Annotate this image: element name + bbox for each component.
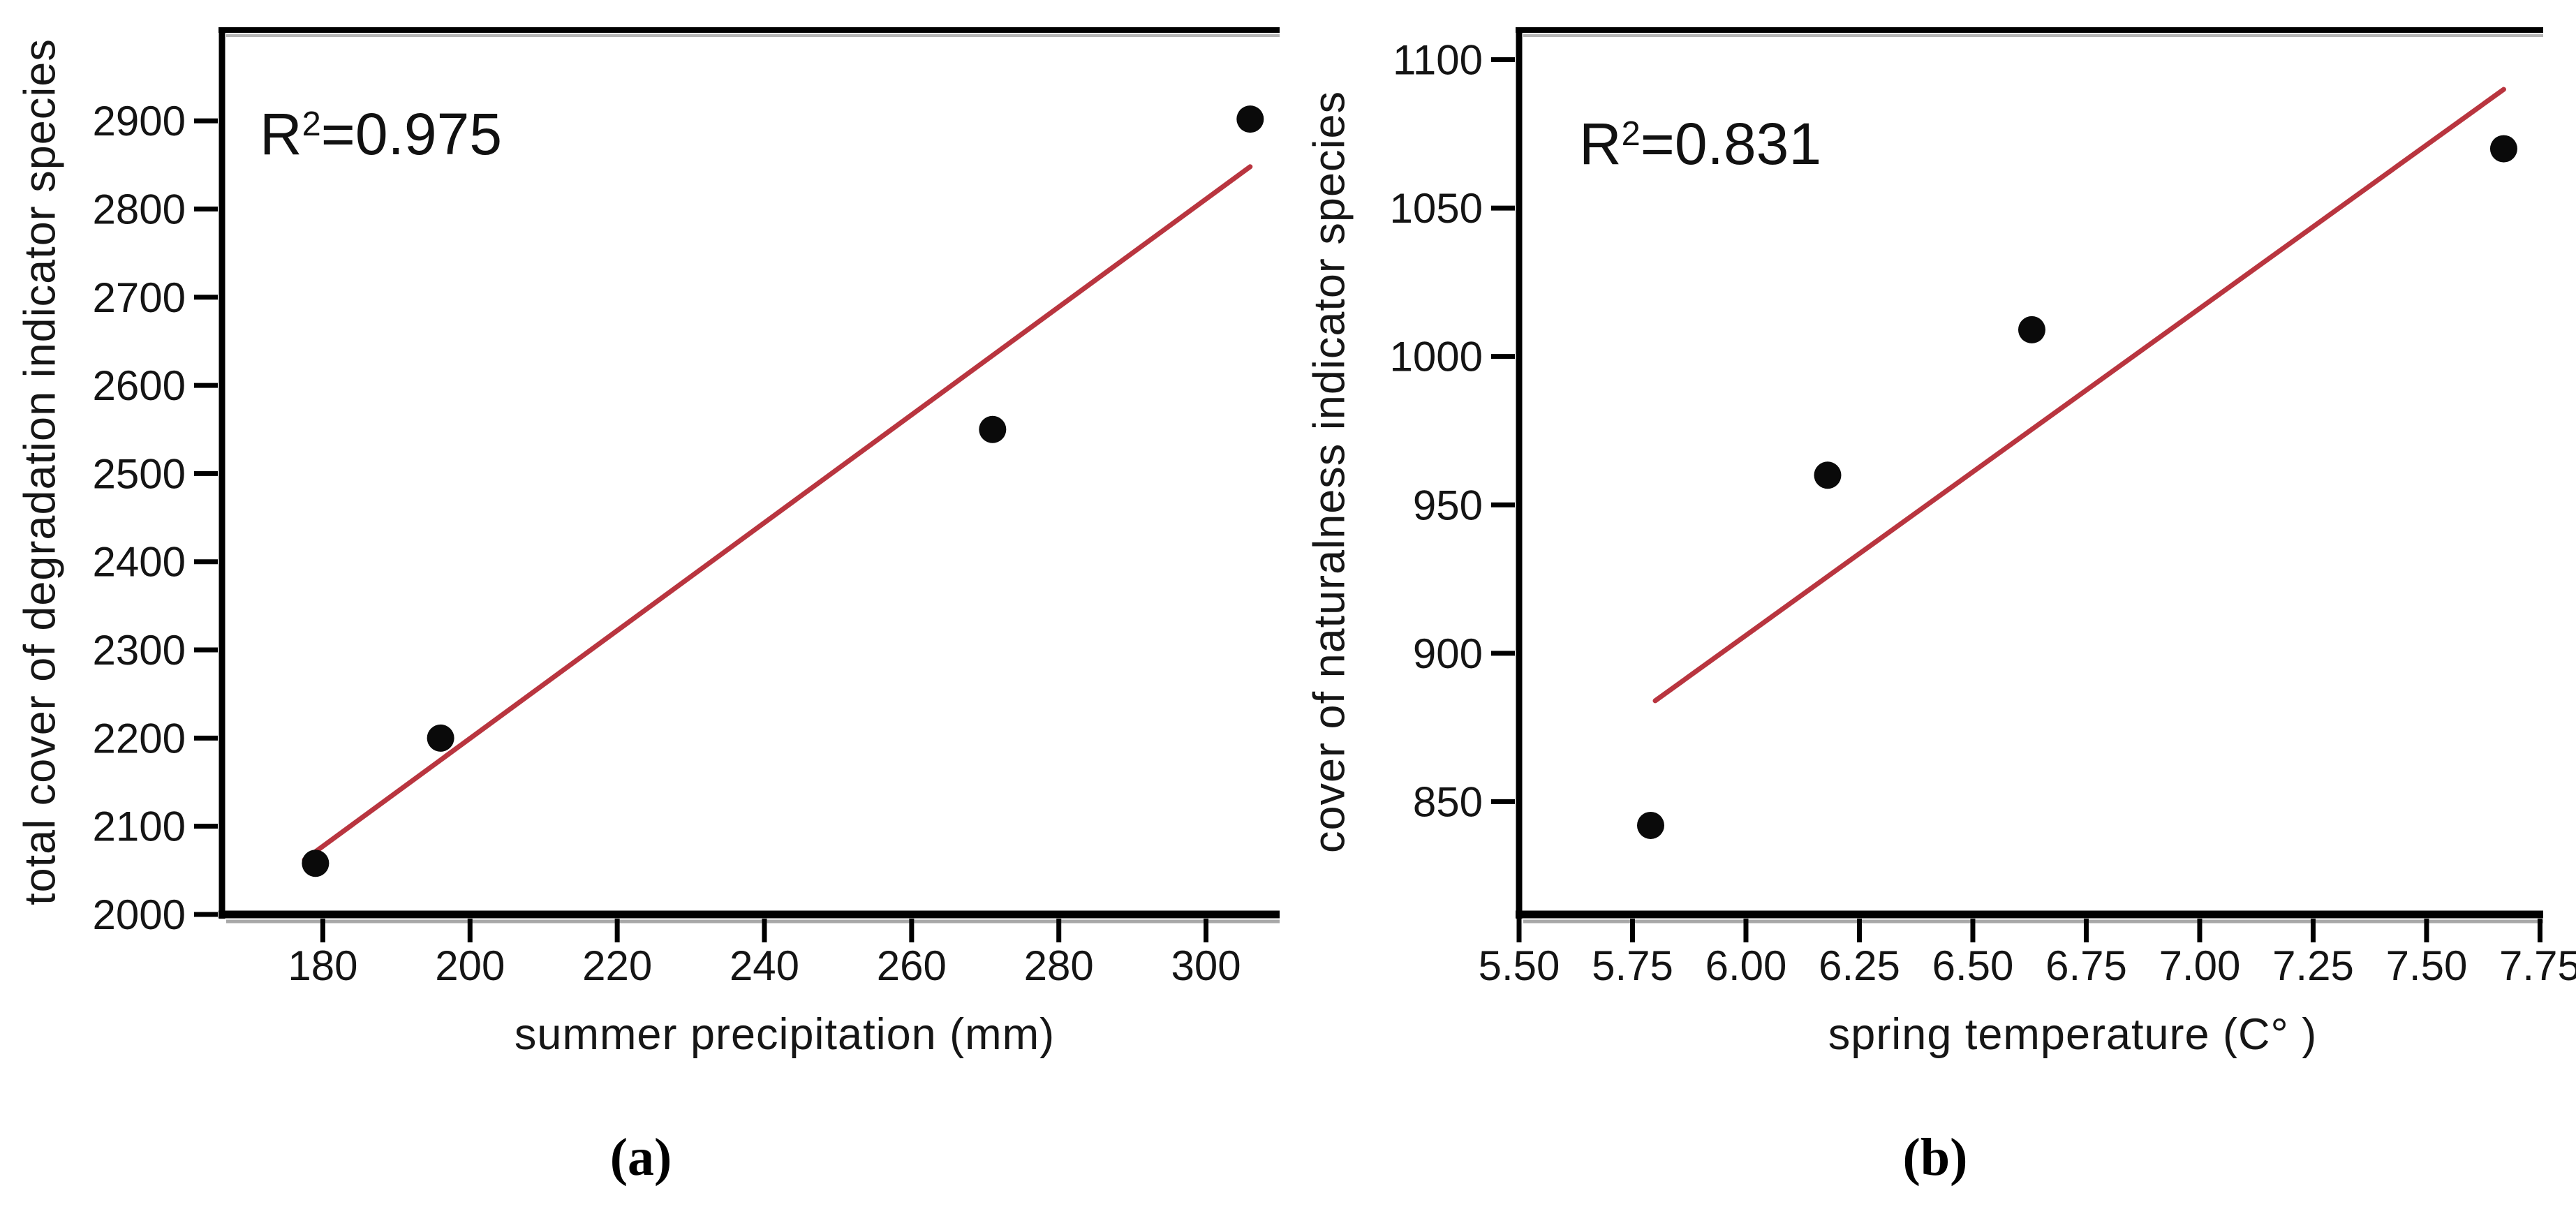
r-squared-annotation-b: R2=0.831 (1579, 114, 1821, 173)
data-point (1236, 105, 1264, 133)
y-tick-label: 1000 (1390, 334, 1483, 380)
panel-b: 5.50 5.75 6.00 6.25 6.50 6.75 7.00 7.25 7.50 7.75… (1390, 27, 2576, 989)
y-axis-label-b: cover of naturalness indicator species (1305, 90, 1354, 854)
y-tick-label: 2400 (93, 539, 186, 586)
y-tick-label: 850 (1413, 778, 1483, 825)
r2-superscript-a: 2 (302, 105, 321, 144)
x-tick-label: 7.75 (2499, 942, 2576, 989)
panel-a: 180 200 220 240 260 280 300 2000 2100 2200 2300 240… (93, 27, 1280, 989)
x-tick-label: 260 (877, 942, 947, 989)
data-point (302, 850, 330, 877)
x-tick-label: 7.50 (2386, 942, 2468, 989)
r2-value-a: =0.975 (320, 101, 503, 167)
data-point (2018, 316, 2045, 343)
y-tick-label: 2800 (93, 186, 186, 232)
y-tick-label: 900 (1413, 630, 1483, 677)
x-axis-label-a: summer precipitation (mm) (514, 1010, 1056, 1059)
x-tick-label: 7.00 (2159, 942, 2241, 989)
regression-line (302, 164, 1253, 863)
x-tick-label: 180 (288, 942, 357, 989)
data-point (1814, 461, 1842, 489)
x-tick-label: 6.50 (1932, 942, 2014, 989)
data-point (427, 724, 454, 752)
y-tick-label: 2300 (93, 627, 186, 674)
y-tick-label: 2200 (93, 715, 186, 762)
y-tick-label: 2100 (93, 803, 186, 850)
x-tick-label: 5.50 (1479, 942, 1560, 989)
x-axis-label-b: spring temperature (C° ) (1828, 1010, 2318, 1059)
x-tick-label: 200 (435, 942, 505, 989)
y-tick-label: 1100 (1393, 37, 1483, 84)
x-tick-label: 280 (1024, 942, 1094, 989)
y-tick-label: 2900 (93, 98, 186, 144)
r2-value-b: =0.831 (1640, 111, 1822, 177)
caption-b: (b) (1902, 1128, 1968, 1187)
x-tick-label: 7.25 (2272, 942, 2354, 989)
y-tick-label: 950 (1413, 482, 1483, 528)
r2-base-b: R (1579, 111, 1622, 177)
x-tick-label: 6.25 (1819, 942, 1900, 989)
y-tick-label: 2600 (93, 362, 186, 409)
r2-superscript-b: 2 (1621, 115, 1641, 154)
r-squared-annotation-a: R2=0.975 (260, 105, 502, 163)
y-tick-label: 2700 (93, 274, 186, 321)
y-axis-label-a: total cover of degradation indicator spe… (15, 38, 65, 905)
y-tick-label: 2000 (93, 891, 186, 938)
x-tick-label: 240 (730, 942, 799, 989)
x-tick-label: 6.75 (2045, 942, 2127, 989)
data-point (1636, 811, 1664, 839)
caption-a: (a) (609, 1128, 672, 1187)
y-tick-label: 1050 (1390, 185, 1483, 232)
y-tick-label: 2500 (93, 450, 186, 497)
x-tick-label: 300 (1171, 942, 1241, 989)
regression-line (1652, 87, 2506, 704)
data-point (2489, 135, 2517, 163)
x-tick-label: 220 (582, 942, 652, 989)
data-point (979, 415, 1007, 443)
r2-base-a: R (260, 101, 302, 167)
x-tick-label: 5.75 (1592, 942, 1673, 989)
x-tick-label: 6.00 (1705, 942, 1787, 989)
